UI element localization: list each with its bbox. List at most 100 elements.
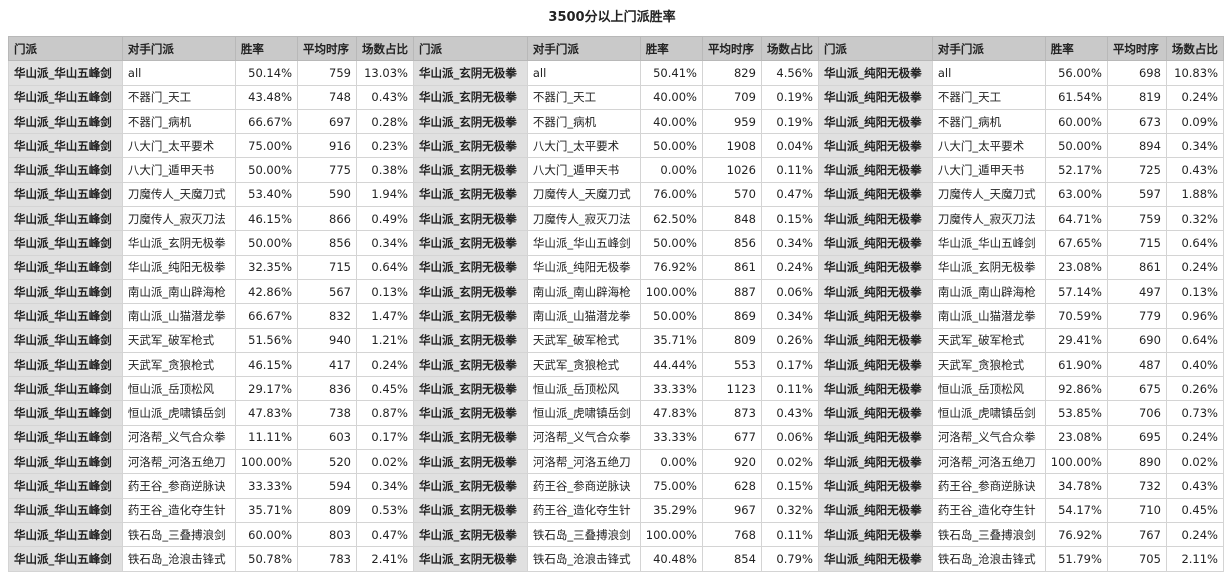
- column-header-avg-time[interactable]: 平均时序: [701, 35, 762, 62]
- column-header-win-rate[interactable]: 胜率: [639, 35, 703, 62]
- win-rate-cell[interactable]: 56.00%: [1044, 60, 1108, 86]
- match-share-cell[interactable]: 0.45%: [355, 376, 414, 402]
- avg-time-cell[interactable]: 675: [1106, 376, 1167, 402]
- win-rate-cell[interactable]: 60.00%: [1044, 108, 1108, 135]
- avg-time-cell[interactable]: 698: [1106, 60, 1167, 86]
- match-share-cell[interactable]: 0.73%: [1165, 400, 1224, 426]
- faction-cell[interactable]: 华山派_华山五峰剑: [8, 181, 123, 208]
- faction-cell[interactable]: 华山派_纯阳无极拳: [817, 157, 933, 183]
- opponent-cell[interactable]: 八大门_太平要术: [121, 133, 236, 159]
- opponent-cell[interactable]: 南山派_山猫潜龙拳: [931, 303, 1046, 329]
- opponent-cell[interactable]: 河洛帮_义气合众拳: [526, 424, 641, 451]
- avg-time-cell[interactable]: 803: [297, 521, 357, 548]
- avg-time-cell[interactable]: 861: [701, 254, 762, 280]
- faction-cell[interactable]: 华山派_玄阴无极拳: [412, 376, 528, 402]
- match-share-cell[interactable]: 0.11%: [760, 376, 819, 402]
- avg-time-cell[interactable]: 861: [1106, 254, 1167, 280]
- avg-time-cell[interactable]: 832: [297, 303, 357, 329]
- match-share-cell[interactable]: 0.34%: [760, 230, 819, 256]
- match-share-cell[interactable]: 1.21%: [355, 327, 414, 353]
- match-share-cell[interactable]: 0.13%: [355, 278, 414, 305]
- faction-cell[interactable]: 华山派_纯阳无极拳: [817, 133, 933, 159]
- faction-cell[interactable]: 华山派_纯阳无极拳: [817, 254, 933, 280]
- opponent-cell[interactable]: 河洛帮_义气合众拳: [931, 424, 1046, 451]
- column-header-opponent[interactable]: 对手门派: [931, 35, 1046, 62]
- opponent-cell[interactable]: 恒山派_虎啸镇岳剑: [526, 400, 641, 426]
- match-share-cell[interactable]: 0.06%: [760, 424, 819, 451]
- faction-cell[interactable]: 华山派_华山五峰剑: [8, 497, 123, 523]
- faction-cell[interactable]: 华山派_纯阳无极拳: [817, 181, 933, 208]
- win-rate-cell[interactable]: 52.17%: [1044, 157, 1108, 183]
- faction-cell[interactable]: 华山派_纯阳无极拳: [817, 497, 933, 523]
- opponent-cell[interactable]: 南山派_南山辟海枪: [526, 278, 641, 305]
- avg-time-cell[interactable]: 706: [1106, 400, 1167, 426]
- win-rate-cell[interactable]: 46.15%: [234, 206, 299, 232]
- avg-time-cell[interactable]: 677: [701, 424, 762, 451]
- faction-cell[interactable]: 华山派_华山五峰剑: [8, 327, 123, 353]
- faction-cell[interactable]: 华山派_纯阳无极拳: [817, 108, 933, 135]
- win-rate-cell[interactable]: 64.71%: [1044, 206, 1108, 232]
- match-share-cell[interactable]: 0.38%: [355, 157, 414, 183]
- faction-cell[interactable]: 华山派_华山五峰剑: [8, 108, 123, 135]
- match-share-cell[interactable]: 0.34%: [1165, 133, 1224, 159]
- match-share-cell[interactable]: 13.03%: [355, 60, 414, 86]
- win-rate-cell[interactable]: 0.00%: [639, 157, 703, 183]
- win-rate-cell[interactable]: 35.29%: [639, 497, 703, 523]
- win-rate-cell[interactable]: 75.00%: [234, 133, 299, 159]
- match-share-cell[interactable]: 0.28%: [355, 108, 414, 135]
- win-rate-cell[interactable]: 76.00%: [639, 181, 703, 208]
- opponent-cell[interactable]: 南山派_南山辟海枪: [931, 278, 1046, 305]
- faction-cell[interactable]: 华山派_玄阴无极拳: [412, 400, 528, 426]
- match-share-cell[interactable]: 0.11%: [760, 521, 819, 548]
- opponent-cell[interactable]: 不器门_病机: [931, 108, 1046, 135]
- faction-cell[interactable]: 华山派_玄阴无极拳: [412, 108, 528, 135]
- faction-cell[interactable]: 华山派_玄阴无极拳: [412, 230, 528, 256]
- avg-time-cell[interactable]: 725: [1106, 157, 1167, 183]
- faction-cell[interactable]: 华山派_玄阴无极拳: [412, 449, 528, 475]
- opponent-cell[interactable]: 河洛帮_河洛五绝刀: [121, 449, 236, 475]
- column-header-match-share[interactable]: 场数占比: [760, 35, 819, 62]
- match-share-cell[interactable]: 0.24%: [1165, 254, 1224, 280]
- opponent-cell[interactable]: 恒山派_岳顶松风: [931, 376, 1046, 402]
- faction-cell[interactable]: 华山派_纯阳无极拳: [817, 424, 933, 451]
- opponent-cell[interactable]: 华山派_玄阴无极拳: [121, 230, 236, 256]
- faction-cell[interactable]: 华山派_玄阴无极拳: [412, 254, 528, 280]
- win-rate-cell[interactable]: 54.17%: [1044, 497, 1108, 523]
- column-header-win-rate[interactable]: 胜率: [234, 35, 299, 62]
- opponent-cell[interactable]: 刀魔传人_天魔刀式: [526, 181, 641, 208]
- win-rate-cell[interactable]: 40.00%: [639, 84, 703, 110]
- faction-cell[interactable]: 华山派_华山五峰剑: [8, 84, 123, 110]
- win-rate-cell[interactable]: 100.00%: [639, 521, 703, 548]
- avg-time-cell[interactable]: 709: [701, 84, 762, 110]
- avg-time-cell[interactable]: 597: [1106, 181, 1167, 208]
- match-share-cell[interactable]: 2.11%: [1165, 546, 1224, 572]
- column-header-faction[interactable]: 门派: [412, 35, 528, 62]
- match-share-cell[interactable]: 0.40%: [1165, 351, 1224, 378]
- avg-time-cell[interactable]: 628: [701, 473, 762, 499]
- avg-time-cell[interactable]: 732: [1106, 473, 1167, 499]
- win-rate-cell[interactable]: 92.86%: [1044, 376, 1108, 402]
- avg-time-cell[interactable]: 783: [297, 546, 357, 572]
- match-share-cell[interactable]: 10.83%: [1165, 60, 1224, 86]
- avg-time-cell[interactable]: 767: [1106, 521, 1167, 548]
- opponent-cell[interactable]: 河洛帮_义气合众拳: [121, 424, 236, 451]
- win-rate-cell[interactable]: 23.08%: [1044, 424, 1108, 451]
- avg-time-cell[interactable]: 673: [1106, 108, 1167, 135]
- win-rate-cell[interactable]: 23.08%: [1044, 254, 1108, 280]
- avg-time-cell[interactable]: 603: [297, 424, 357, 451]
- avg-time-cell[interactable]: 809: [701, 327, 762, 353]
- column-header-match-share[interactable]: 场数占比: [1165, 35, 1224, 62]
- match-share-cell[interactable]: 0.34%: [355, 473, 414, 499]
- opponent-cell[interactable]: all: [526, 60, 641, 86]
- faction-cell[interactable]: 华山派_纯阳无极拳: [817, 84, 933, 110]
- avg-time-cell[interactable]: 1123: [701, 376, 762, 402]
- win-rate-cell[interactable]: 76.92%: [1044, 521, 1108, 548]
- faction-cell[interactable]: 华山派_玄阴无极拳: [412, 473, 528, 499]
- faction-cell[interactable]: 华山派_华山五峰剑: [8, 351, 123, 378]
- opponent-cell[interactable]: 药王谷_参商逆脉诀: [121, 473, 236, 499]
- avg-time-cell[interactable]: 748: [297, 84, 357, 110]
- win-rate-cell[interactable]: 35.71%: [234, 497, 299, 523]
- match-share-cell[interactable]: 0.43%: [355, 84, 414, 110]
- avg-time-cell[interactable]: 856: [701, 230, 762, 256]
- match-share-cell[interactable]: 0.19%: [760, 84, 819, 110]
